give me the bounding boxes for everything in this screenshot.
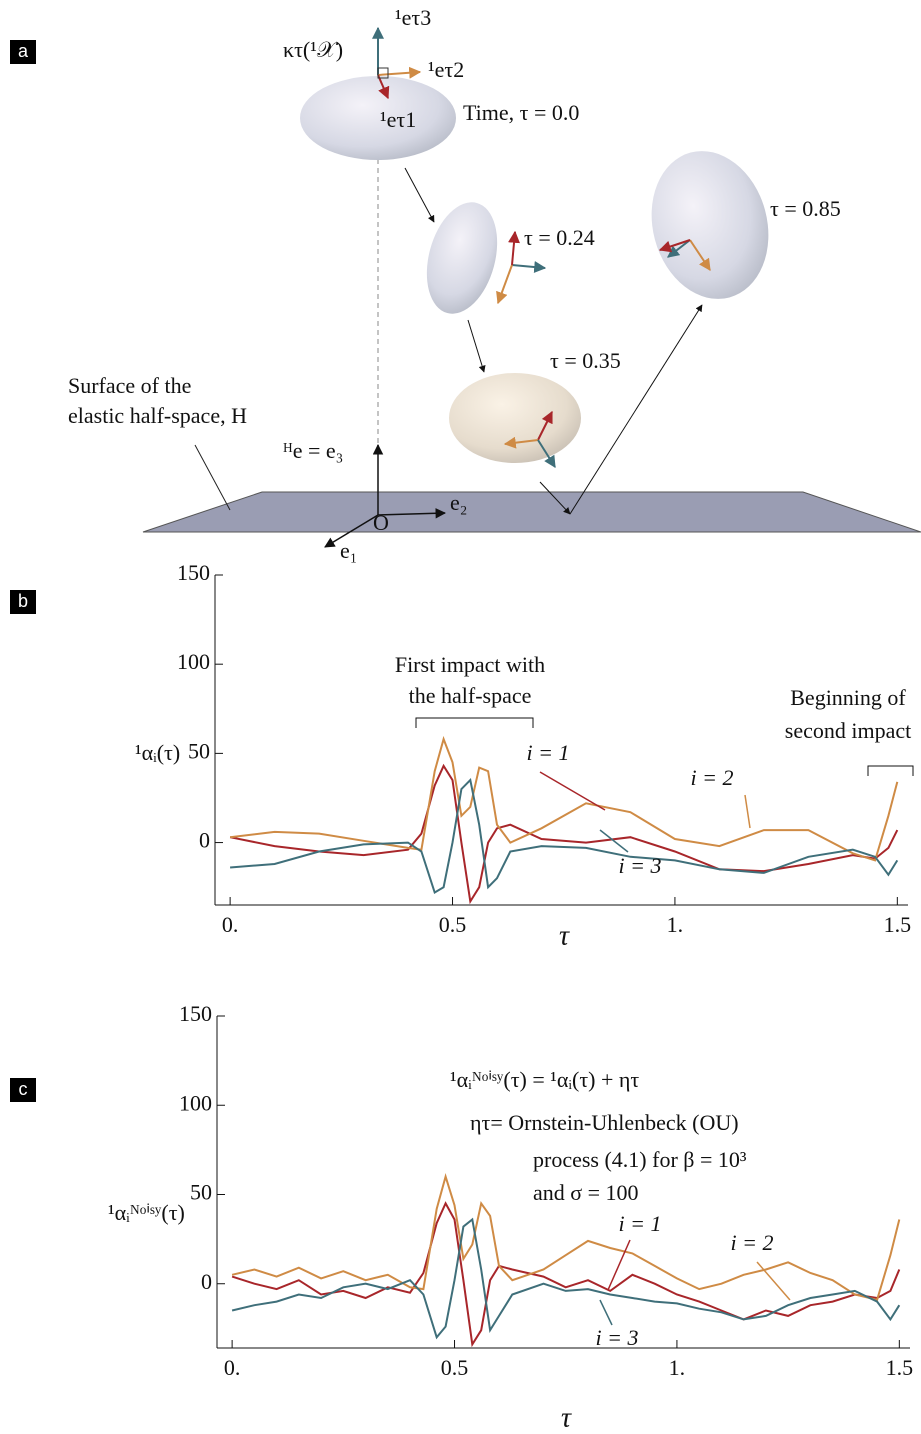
series-line: [231, 1217, 901, 1340]
panel-badge: [10, 1078, 36, 1102]
x-tick-label: 1.: [669, 1355, 686, 1380]
x-tick-label: 1.: [667, 912, 684, 937]
frame-arrow: [508, 230, 520, 266]
x-tick-label: 0.: [224, 1355, 241, 1380]
axis-e1: [324, 514, 379, 548]
frame-arrow: [658, 239, 691, 253]
x-tick-label: 0.5: [439, 912, 467, 937]
frame-box: [377, 67, 389, 79]
y-axis-label: ¹αᵢᴺᵒⁱˢʸ(τ): [108, 1200, 185, 1225]
series-label: i = 3: [596, 1325, 639, 1350]
trajectory-arrow: [467, 319, 486, 373]
x-tick-label: 1.5: [884, 912, 912, 937]
panel-letter: b: [18, 591, 28, 611]
series-leader: [599, 829, 629, 853]
diagram-label: e₁: [340, 538, 357, 563]
ellipsoid: [300, 76, 456, 160]
annotation: Beginning of: [790, 685, 906, 710]
panel-letter: a: [18, 41, 29, 61]
annotation: and σ = 100: [533, 1180, 639, 1205]
frame-arrow: [667, 239, 691, 258]
x-axis-label: τ: [561, 1402, 572, 1433]
x-tick-label: 0.5: [441, 1355, 469, 1380]
diagram-label: τ = 0.35: [550, 348, 621, 373]
series-line: [230, 778, 899, 895]
x-axis-label: τ: [559, 920, 570, 951]
annotation: ¹αᵢᴺᵒⁱˢʸ(τ) = ¹αᵢ(τ) + ητ: [450, 1067, 639, 1092]
series-line: [229, 735, 899, 862]
series-leader: [756, 1261, 791, 1301]
series-leader: [744, 794, 751, 829]
ellipsoid: [651, 151, 769, 299]
panel-letter: c: [19, 1079, 28, 1099]
ellipsoid: [449, 373, 581, 463]
annotation: second impact: [785, 718, 911, 743]
series-label: i = 2: [691, 765, 734, 790]
diagram-label: τ = 0.24: [524, 225, 595, 250]
x-tick-label: 1.5: [886, 1355, 914, 1380]
axis-e2: [377, 508, 447, 519]
half-space-plane: [142, 491, 921, 533]
series-leader: [607, 1239, 631, 1291]
y-tick-label: 100: [179, 1090, 212, 1115]
diagram-label: Surface of the: [68, 373, 191, 398]
bracket: [415, 717, 534, 728]
diagram-label: κτ(¹𝒳): [283, 37, 343, 62]
panel-a: a: [10, 26, 921, 548]
series-label: i = 2: [731, 1230, 774, 1255]
annotation: the half-space: [409, 683, 532, 708]
frame-arrow: [511, 261, 547, 273]
panel-badge: [10, 590, 36, 614]
y-tick-label: 50: [190, 1180, 212, 1205]
diagram-label: e₂: [450, 490, 467, 515]
diagram-label: ¹eτ1: [380, 107, 416, 132]
series-leader: [539, 771, 606, 811]
diagram-label: Time, τ = 0.0: [463, 100, 579, 125]
y-tick-label: 50: [188, 738, 210, 763]
y-tick-label: 150: [179, 1001, 212, 1026]
frame-arrow: [496, 264, 513, 305]
series-line: [231, 1201, 901, 1348]
annotation: First impact with: [395, 652, 545, 677]
leader: [194, 444, 231, 511]
series-label: i = 1: [619, 1211, 662, 1236]
trajectory-arrow: [539, 481, 571, 515]
series-label: i = 3: [619, 853, 662, 878]
frame-arrow: [503, 436, 539, 449]
series-leader: [599, 1299, 613, 1326]
ellipsoid: [426, 202, 498, 314]
diagram-label: ¹eτ2: [428, 57, 464, 82]
y-tick-label: 0: [201, 1269, 212, 1294]
bracket: [867, 765, 914, 776]
frame-arrow: [377, 74, 390, 100]
diagram-label: ᴴe = e₃: [283, 438, 343, 463]
panel-badge: [10, 40, 36, 64]
frame-arrow: [537, 439, 556, 469]
annotation: ητ= Ornstein-Uhlenbeck (OU): [470, 1110, 739, 1135]
y-tick-label: 100: [177, 649, 210, 674]
y-tick-label: 0: [199, 828, 210, 853]
x-tick-label: 0.: [222, 912, 239, 937]
series-line: [231, 1173, 901, 1301]
trajectory-arrow: [569, 304, 703, 515]
diagram-label: ¹eτ3: [395, 5, 431, 30]
frame-arrow: [537, 410, 553, 441]
diagram-label: O: [373, 510, 389, 535]
y-tick-label: 150: [177, 560, 210, 585]
series-label: i = 1: [527, 740, 570, 765]
diagram-label: elastic half-space, H: [68, 403, 247, 428]
trajectory-arrow: [404, 167, 435, 223]
y-axis-label: ¹αᵢ(τ): [135, 740, 180, 765]
frame-arrow: [377, 66, 422, 79]
series-line: [229, 763, 899, 905]
diagram-label: τ = 0.85: [770, 196, 841, 221]
annotation: process (4.1) for β = 10³: [533, 1147, 747, 1172]
frame-arrow: [689, 239, 711, 271]
